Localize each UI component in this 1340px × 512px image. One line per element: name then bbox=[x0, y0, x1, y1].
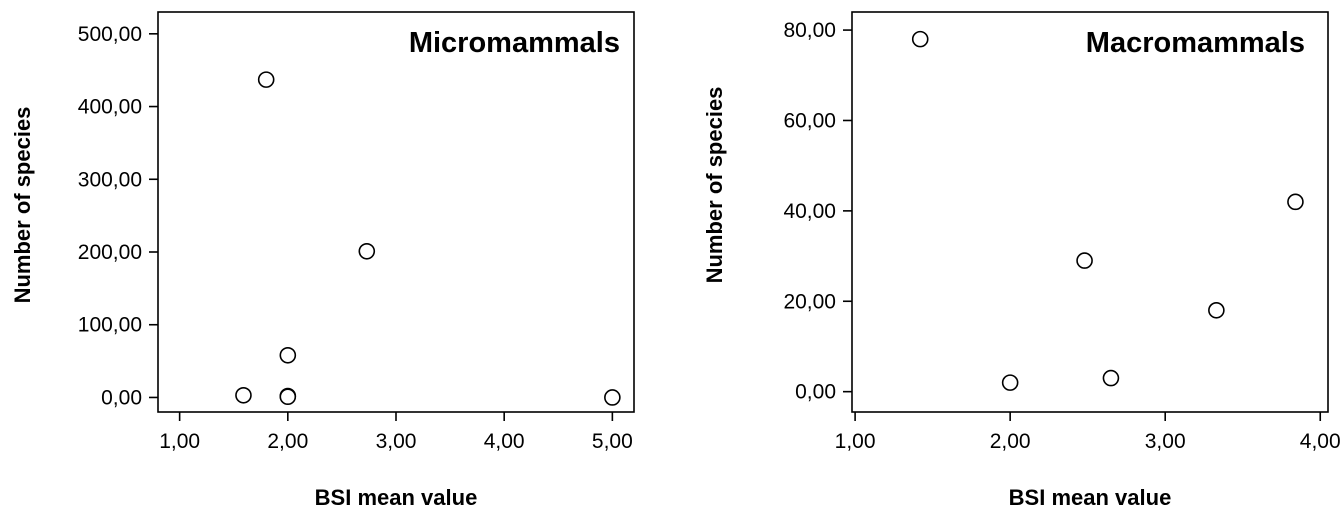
x-tick-label: 4,00 bbox=[484, 430, 525, 453]
data-points bbox=[235, 71, 621, 406]
y-tick-label: 100,00 bbox=[78, 314, 142, 337]
y-axis-title: Number of species bbox=[702, 87, 727, 284]
data-point bbox=[1208, 302, 1225, 319]
y-tick-label: 40,00 bbox=[783, 200, 836, 223]
x-tick-label: 1,00 bbox=[835, 430, 876, 453]
y-tick-label: 300,00 bbox=[78, 168, 142, 191]
data-point bbox=[604, 389, 621, 406]
chart-macromammals: Macromammals BSI mean value Number of sp… bbox=[702, 11, 1340, 510]
x-tick-label: 2,00 bbox=[990, 430, 1031, 453]
y-tick-label: 400,00 bbox=[78, 96, 142, 119]
chart-micromammals: Micromammals BSI mean value Number of sp… bbox=[10, 11, 635, 510]
y-tick-label: 500,00 bbox=[78, 23, 142, 46]
x-tick-label: 1,00 bbox=[159, 430, 200, 453]
data-point bbox=[911, 30, 929, 48]
data-point bbox=[1076, 252, 1093, 269]
panel-title: Micromammals bbox=[409, 27, 620, 59]
axis-ticks: 1,00 2,00 3,00 4,00 0,00 20,00 40,00 60,00 80,00 bbox=[783, 19, 1340, 453]
x-tick-label: 5,00 bbox=[592, 430, 633, 453]
y-axis-title: Number of species bbox=[10, 107, 35, 304]
axis-ticks: 1,00 2,00 3,00 4,00 5,00 0,00 100,00 200,00 300,… bbox=[78, 23, 633, 453]
panel-title: Macromammals bbox=[1086, 27, 1305, 59]
x-axis-title: BSI mean value bbox=[315, 485, 478, 510]
x-tick-label: 2,00 bbox=[267, 430, 308, 453]
y-tick-label: 200,00 bbox=[78, 241, 142, 264]
x-tick-label: 4,00 bbox=[1300, 430, 1340, 453]
y-tick-label: 0,00 bbox=[795, 381, 836, 404]
plot-frame bbox=[851, 11, 1329, 413]
data-point bbox=[1287, 193, 1304, 211]
data-points bbox=[911, 30, 1304, 391]
y-tick-label: 60,00 bbox=[783, 109, 836, 132]
plot-frame bbox=[157, 11, 635, 413]
data-point bbox=[358, 242, 376, 260]
x-axis-title: BSI mean value bbox=[1009, 485, 1172, 510]
x-tick-label: 3,00 bbox=[1145, 430, 1186, 453]
y-tick-label: 20,00 bbox=[783, 290, 836, 313]
data-point bbox=[235, 386, 252, 404]
data-point bbox=[1001, 374, 1019, 391]
y-tick-label: 80,00 bbox=[783, 19, 836, 42]
x-tick-label: 3,00 bbox=[376, 430, 417, 453]
data-point bbox=[279, 388, 297, 406]
data-point bbox=[1102, 369, 1120, 387]
data-point bbox=[279, 346, 297, 364]
data-point bbox=[257, 71, 275, 88]
y-tick-label: 0,00 bbox=[101, 386, 142, 409]
